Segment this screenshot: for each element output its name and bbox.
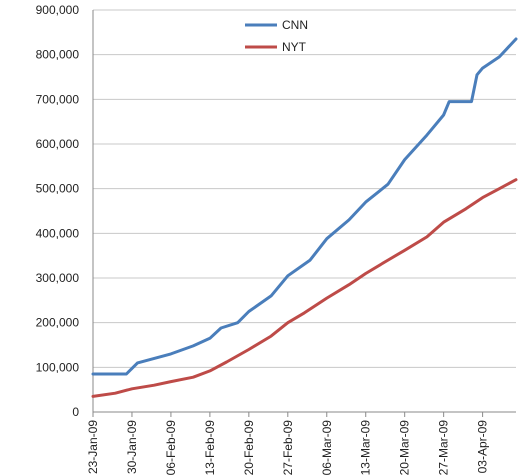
x-tick-label: 13-Mar-09 [359,420,373,475]
y-tick-label: 300,000 [36,271,80,285]
gridlines [93,9,516,368]
y-tick-label: 400,000 [36,226,80,240]
series-lines [91,37,518,398]
y-tick-label: 900,000 [36,3,80,17]
y-tick-label: 0 [72,405,79,419]
y-tick-label: 100,000 [36,360,80,374]
x-tick-label: 30-Jan-09 [125,420,139,474]
x-tick-label: 06-Feb-09 [164,420,178,475]
x-tick-label: 27-Mar-09 [437,420,451,475]
series-line-cnn [91,37,518,376]
y-axis-tick-labels: 0 100,000 200,000 300,000 400,000 500,000 600,… [36,3,80,419]
x-tick-label: 23-Jan-09 [86,420,100,474]
axes [92,10,516,417]
y-tick-label: 700,000 [36,92,80,106]
series-line-nyt [91,178,518,398]
y-tick-label: 500,000 [36,182,80,196]
x-tick-label: 27-Feb-09 [281,420,295,475]
legend-label-nyt: NYT [282,40,307,54]
x-tick-label: 20-Feb-09 [242,420,256,475]
x-axis-tick-labels: 23-Jan-09 30-Jan-09 06-Feb-09 13-Feb-09 20-F… [86,420,490,475]
y-tick-label: 200,000 [36,316,80,330]
x-tick-label: 20-Mar-09 [398,420,412,475]
legend-label-cnn: CNN [282,18,308,32]
x-tick-label: 03-Apr-09 [476,420,490,474]
x-tick-label: 06-Mar-09 [320,420,334,475]
x-tick-label: 13-Feb-09 [203,420,217,475]
legend: CNN NYT [245,18,308,54]
y-tick-label: 600,000 [36,137,80,151]
y-tick-label: 800,000 [36,48,80,62]
